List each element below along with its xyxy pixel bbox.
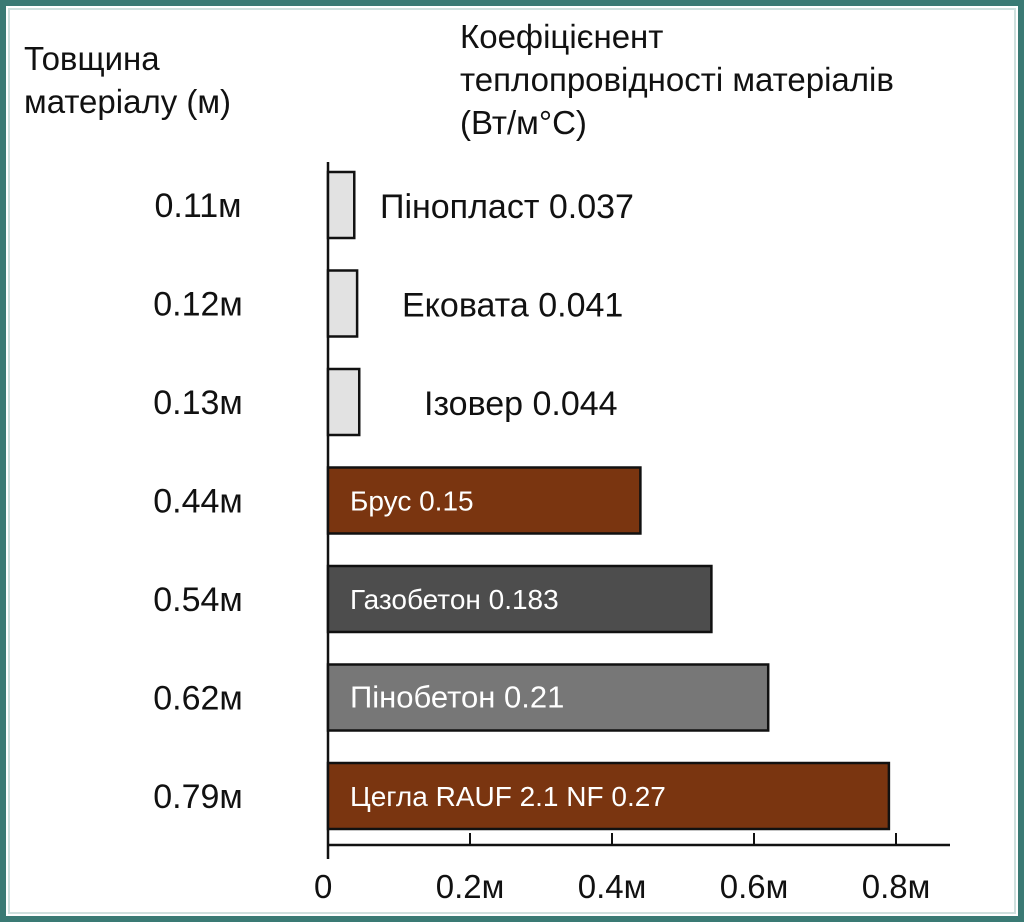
bar-label: Ековата 0.041 — [402, 287, 623, 325]
thickness-label: 0.79м — [153, 778, 243, 816]
conductivity-title-line-2: теплопровідності матеріалів — [460, 60, 894, 98]
bar — [326, 761, 891, 831]
x-tick-label: 0.6м — [720, 868, 789, 905]
bar — [326, 466, 642, 535]
bar — [326, 663, 770, 732]
thickness-title-line-1: Товщина — [24, 40, 160, 77]
thickness-label: 0.13м — [153, 384, 243, 422]
bar — [326, 170, 356, 240]
bar — [326, 367, 361, 437]
bar-label: Пінопласт 0.037 — [380, 188, 634, 226]
bar — [326, 564, 713, 634]
thickness-title-line-2: матеріалу (м) — [24, 82, 232, 120]
bar-label: Ізовер 0.044 — [424, 385, 618, 423]
thickness-label: 0.54м — [153, 581, 243, 619]
thickness-label: 0.44м — [153, 483, 243, 521]
bar-label: Газобетон 0.183 — [350, 584, 559, 615]
bar — [326, 269, 359, 338]
conductivity-axis-title: Коефіцієнент теплопровідності матеріалів… — [460, 16, 894, 145]
bar-label: Пінобетон 0.21 — [350, 680, 564, 715]
conductivity-title-line-1: Коефіцієнент — [460, 18, 664, 55]
bar-label: Брус 0.15 — [350, 486, 474, 517]
x-tick-label: 0.4м — [578, 868, 647, 905]
thickness-label: 0.12м — [153, 286, 243, 324]
conductivity-title-line-3: (Вт/м°С) — [460, 103, 587, 141]
bar-label: Цегла RAUF 2.1 NF 0.27 — [350, 781, 666, 812]
thickness-axis-title: Товщина матеріалу (м) — [24, 38, 231, 124]
thickness-label: 0.11м — [154, 187, 241, 225]
x-tick-label: 0 — [314, 868, 332, 905]
thickness-label: 0.62м — [153, 680, 243, 718]
x-tick-label: 0.2м — [436, 868, 505, 905]
x-tick-label: 0.8м — [862, 868, 931, 905]
